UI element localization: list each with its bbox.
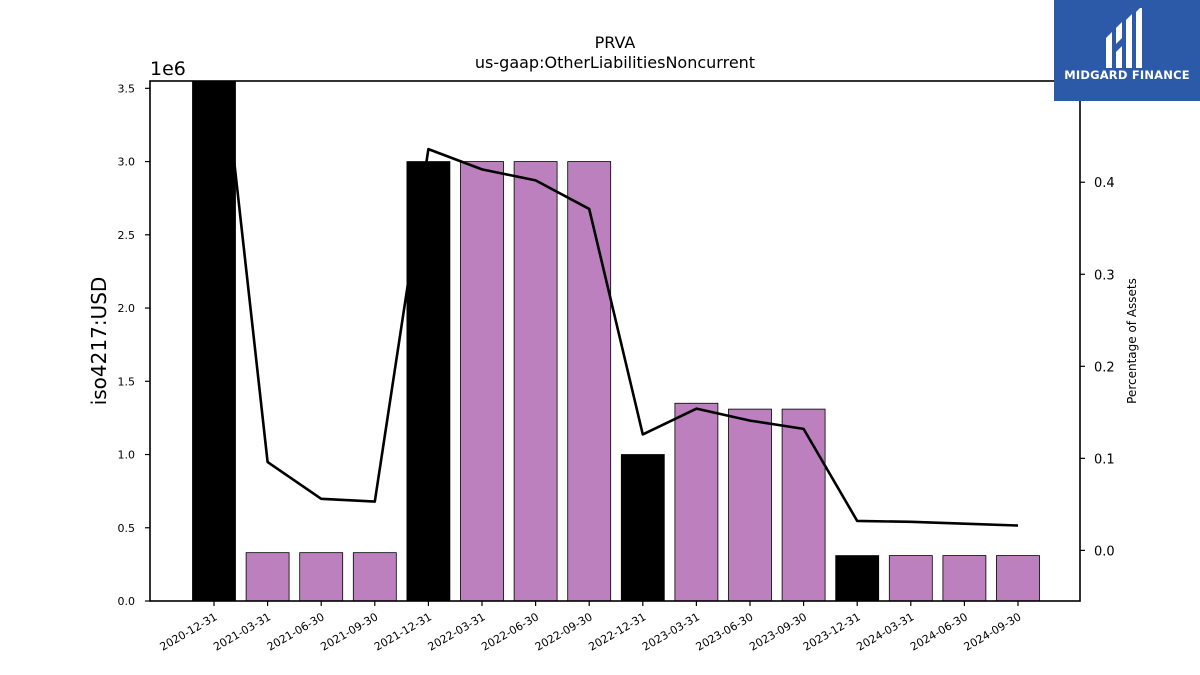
x-tick-label: 2023-03-31 [640, 610, 702, 653]
bar-2021-12-31 [406, 161, 451, 601]
bar-series [192, 81, 1040, 601]
x-tick-label: 2022-09-30 [533, 610, 595, 653]
bar-2023-12-31 [835, 555, 880, 601]
x-tick-label: 2024-09-30 [962, 610, 1024, 653]
x-tick-label: 2021-03-31 [211, 610, 273, 653]
y2-axis-label: Percentage of Assets [1125, 278, 1139, 404]
logo-text: MIDGARD FINANCE [1064, 68, 1190, 82]
y-axis-label: iso4217:USD [87, 277, 111, 406]
y2-tick-label: 0.0 [1094, 544, 1115, 559]
y-offset-label: 1e6 [150, 58, 186, 80]
y2-tick-label: 0.1 [1094, 452, 1115, 467]
bar-2021-03-31 [245, 552, 290, 601]
bar-2024-03-31 [888, 555, 933, 601]
y-tick-label: 3.5 [118, 82, 136, 95]
bar-2021-06-30 [299, 552, 344, 601]
x-tick-label: 2021-12-31 [372, 610, 434, 653]
bar-2023-03-31 [674, 402, 719, 601]
logo-mark-icon [1106, 8, 1142, 68]
bar-2021-09-30 [352, 552, 397, 601]
x-tick-label: 2022-06-30 [479, 610, 541, 653]
y2-tick-label: 0.4 [1094, 176, 1115, 191]
y-tick-label: 0.0 [118, 595, 136, 608]
bar-2022-06-30 [513, 161, 558, 601]
plot-frame [149, 80, 1081, 602]
bar-2024-06-30 [942, 555, 987, 601]
y-tick-label: 1.5 [118, 375, 136, 388]
y-tick-label: 3.0 [118, 156, 136, 169]
y2-axis-ticks: 0.00.10.20.30.40.5 [1080, 84, 1115, 559]
percent-line [223, 81, 1019, 527]
chart-title: PRVA [595, 33, 636, 52]
x-tick-label: 2021-09-30 [318, 610, 380, 653]
x-tick-label: 2024-03-31 [854, 610, 916, 653]
x-tick-label: 2024-06-30 [908, 610, 970, 653]
y2-tick-label: 0.3 [1094, 268, 1115, 283]
bar-2022-09-30 [567, 161, 612, 601]
bar-2020-12-31 [192, 81, 236, 601]
percent-line-series [223, 81, 1019, 527]
x-tick-label: 2023-12-31 [801, 610, 863, 653]
y-tick-label: 2.0 [118, 302, 136, 315]
bar-2024-09-30 [996, 555, 1040, 601]
brand-logo: MIDGARD FINANCE [1054, 0, 1200, 101]
y-axis-ticks: 0.0 0.5 1.0 1.5 2.0 2.5 3.0 3.5 [118, 82, 150, 608]
x-tick-label: 2022-12-31 [586, 610, 648, 653]
x-tick-label: 2022-03-31 [426, 610, 488, 653]
y-tick-label: 2.5 [118, 229, 136, 242]
x-axis-ticks: 2020-12-312021-03-312021-06-302021-09-30… [158, 601, 1024, 654]
bar-2023-06-30 [728, 408, 772, 601]
x-tick-label: 2023-09-30 [747, 610, 809, 653]
bar-2023-09-30 [781, 408, 826, 601]
y-tick-label: 0.5 [118, 522, 136, 535]
y-tick-label: 1.0 [118, 449, 136, 462]
x-tick-label: 2023-06-30 [694, 610, 756, 653]
y2-tick-label: 0.2 [1094, 360, 1115, 375]
chart-subtitle: us-gaap:OtherLiabilitiesNoncurrent [475, 53, 755, 72]
bar-2022-12-31 [620, 454, 665, 601]
x-tick-label: 2021-06-30 [265, 610, 327, 653]
x-tick-label: 2020-12-31 [158, 610, 220, 653]
bar-2022-03-31 [460, 161, 504, 601]
